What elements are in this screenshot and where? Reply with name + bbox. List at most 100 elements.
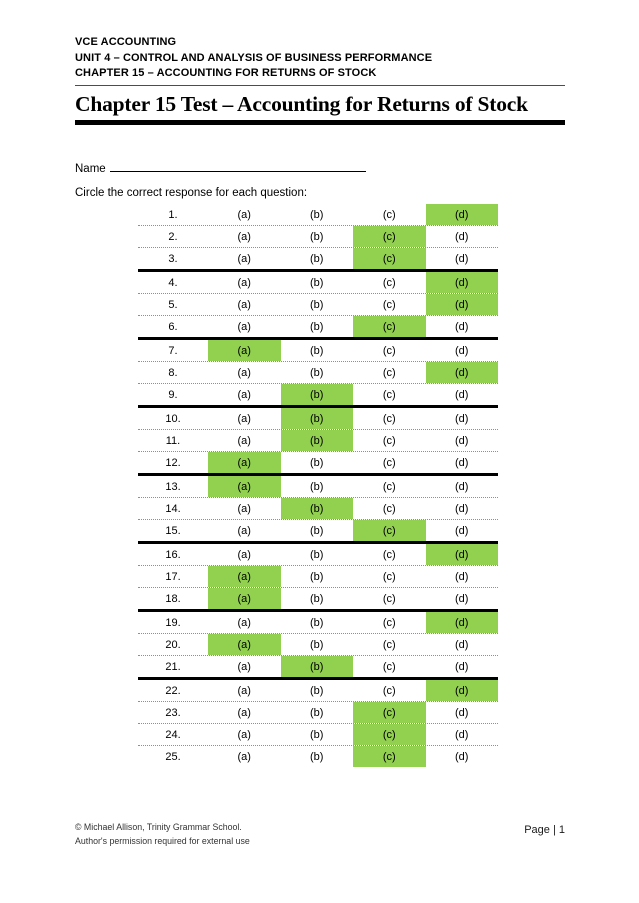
question-number: 4. xyxy=(168,276,178,289)
question-number: 18. xyxy=(165,592,181,605)
answer-row-21: 21. (a) (b) (c) (d) xyxy=(138,656,498,680)
question-number: 22. xyxy=(165,684,181,697)
option-d: (d) xyxy=(455,570,469,583)
option-d: (d) xyxy=(455,456,469,469)
question-number: 15. xyxy=(165,524,181,537)
question-number: 7. xyxy=(168,344,178,357)
option-a-highlighted: (a) xyxy=(208,340,281,361)
option-a: (a) xyxy=(237,728,251,741)
answer-row-19: 19. (a) (b) (c) (d) xyxy=(138,612,498,634)
option-d: (d) xyxy=(455,750,469,763)
answer-row-4: 4. (a) (b) (c) (d) xyxy=(138,272,498,294)
option-a: (a) xyxy=(237,706,251,719)
option-c: (c) xyxy=(382,592,396,605)
option-b: (b) xyxy=(310,570,324,583)
question-number: 19. xyxy=(165,616,181,629)
answer-row-10: 10. (a) (b) (c) (d) xyxy=(138,408,498,430)
header-chapter-line: CHAPTER 15 – ACCOUNTING FOR RETURNS OF S… xyxy=(75,67,377,79)
answer-row-14: 14. (a) (b) (c) (d) xyxy=(138,498,498,520)
option-c-highlighted: (c) xyxy=(353,724,426,745)
question-number: 12. xyxy=(165,456,181,469)
question-number: 13. xyxy=(165,480,181,493)
footer-copyright-line2: Author's permission required for externa… xyxy=(75,835,250,846)
option-b-highlighted: (b) xyxy=(280,430,353,451)
question-number: 10. xyxy=(165,412,181,425)
option-d-highlighted: (d) xyxy=(425,272,498,293)
question-number: 25. xyxy=(165,750,181,763)
option-b: (b) xyxy=(310,230,324,243)
option-b: (b) xyxy=(310,728,324,741)
option-c: (c) xyxy=(382,344,396,357)
option-a: (a) xyxy=(237,660,251,673)
option-d: (d) xyxy=(455,706,469,719)
option-b: (b) xyxy=(310,480,324,493)
option-a-highlighted: (a) xyxy=(208,476,281,497)
option-a: (a) xyxy=(237,298,251,311)
answer-row-3: 3. (a) (b) (c) (d) xyxy=(138,248,498,272)
option-a: (a) xyxy=(237,366,251,379)
page-number: Page | 1 xyxy=(524,824,565,836)
option-a: (a) xyxy=(237,524,251,537)
header-course-line: VCE ACCOUNTING xyxy=(75,36,177,48)
option-b: (b) xyxy=(310,524,324,537)
option-a: (a) xyxy=(237,412,251,425)
question-number: 14. xyxy=(165,502,181,515)
option-b: (b) xyxy=(310,750,324,763)
answer-row-15: 15. (a) (b) (c) (d) xyxy=(138,520,498,544)
answer-row-16: 16. (a) (b) (c) (d) xyxy=(138,544,498,566)
question-number: 17. xyxy=(165,570,181,583)
option-a: (a) xyxy=(237,502,251,515)
option-a: (a) xyxy=(237,320,251,333)
question-number: 2. xyxy=(168,230,178,243)
option-b: (b) xyxy=(310,684,324,697)
answer-row-1: 1. (a) (b) (c) (d) xyxy=(138,204,498,226)
answer-row-2: 2. (a) (b) (c) (d) xyxy=(138,226,498,248)
option-b-highlighted: (b) xyxy=(280,656,353,677)
option-a-highlighted: (a) xyxy=(208,588,281,609)
question-number: 3. xyxy=(168,252,178,265)
header-divider-rule xyxy=(75,85,565,86)
option-d-highlighted: (d) xyxy=(425,544,498,565)
option-c: (c) xyxy=(382,480,396,493)
option-d: (d) xyxy=(455,320,469,333)
option-b-highlighted: (b) xyxy=(280,408,353,429)
option-d: (d) xyxy=(455,638,469,651)
option-d-highlighted: (d) xyxy=(425,680,498,701)
answer-row-22: 22. (a) (b) (c) (d) xyxy=(138,680,498,702)
option-c: (c) xyxy=(382,638,396,651)
option-c: (c) xyxy=(382,660,396,673)
question-number: 9. xyxy=(168,388,178,401)
option-b: (b) xyxy=(310,548,324,561)
option-c: (c) xyxy=(382,456,396,469)
option-a: (a) xyxy=(237,388,251,401)
option-b: (b) xyxy=(310,456,324,469)
option-b: (b) xyxy=(310,616,324,629)
option-a-highlighted: (a) xyxy=(208,566,281,587)
answer-row-13: 13. (a) (b) (c) (d) xyxy=(138,476,498,498)
option-a: (a) xyxy=(237,208,251,221)
option-c: (c) xyxy=(382,502,396,515)
option-d-highlighted: (d) xyxy=(425,612,498,633)
option-a: (a) xyxy=(237,230,251,243)
option-c: (c) xyxy=(382,276,396,289)
option-b: (b) xyxy=(310,252,324,265)
title-underline-bar xyxy=(75,120,565,125)
option-d: (d) xyxy=(455,434,469,447)
option-d: (d) xyxy=(455,252,469,265)
page-title: Chapter 15 Test – Accounting for Returns… xyxy=(75,92,528,116)
option-c-highlighted: (c) xyxy=(353,316,426,337)
option-c: (c) xyxy=(382,434,396,447)
question-number: 5. xyxy=(168,298,178,311)
option-b: (b) xyxy=(310,298,324,311)
answer-row-24: 24. (a) (b) (c) (d) xyxy=(138,724,498,746)
answer-row-20: 20. (a) (b) (c) (d) xyxy=(138,634,498,656)
option-d: (d) xyxy=(455,592,469,605)
question-number: 6. xyxy=(168,320,178,333)
option-d: (d) xyxy=(455,660,469,673)
option-b: (b) xyxy=(310,706,324,719)
answer-row-5: 5. (a) (b) (c) (d) xyxy=(138,294,498,316)
option-b: (b) xyxy=(310,366,324,379)
option-a-highlighted: (a) xyxy=(208,452,281,473)
option-d-highlighted: (d) xyxy=(425,294,498,315)
